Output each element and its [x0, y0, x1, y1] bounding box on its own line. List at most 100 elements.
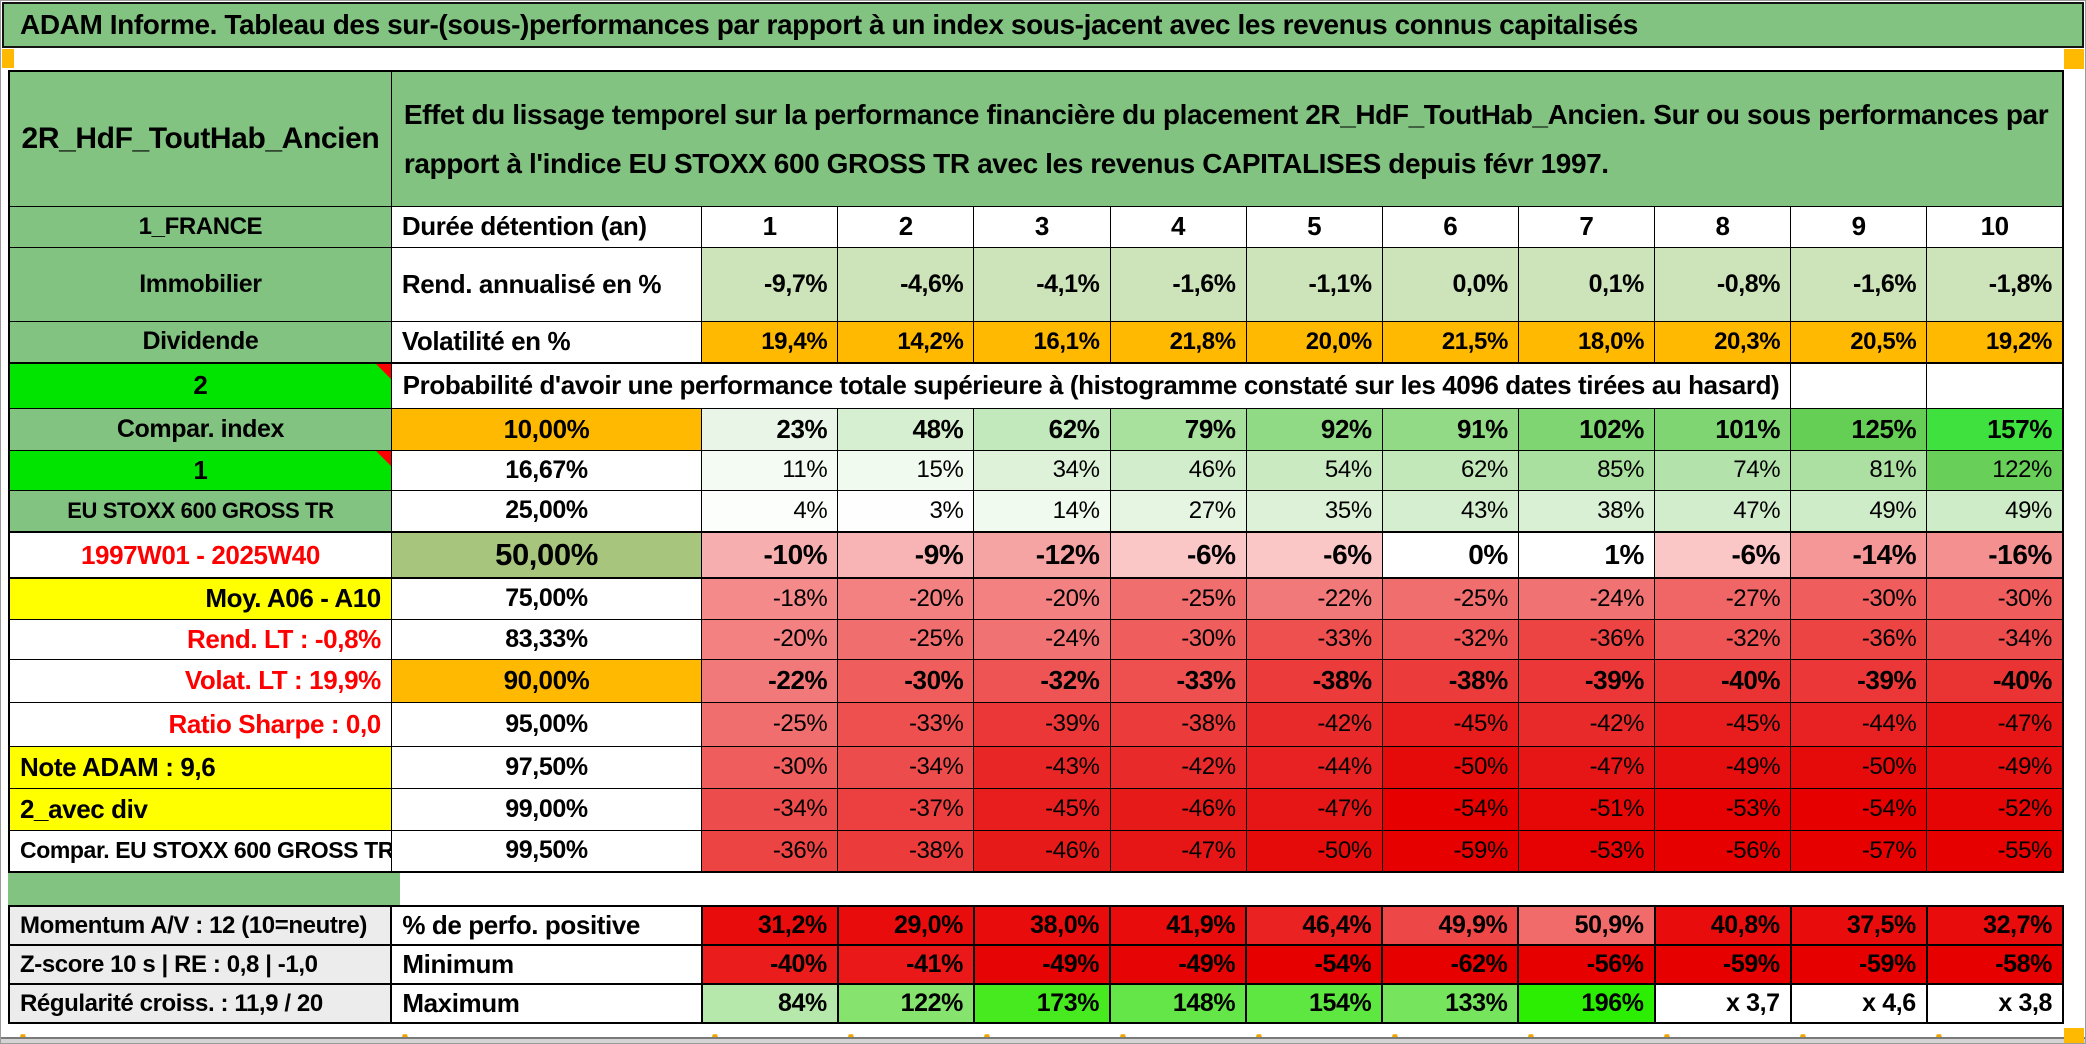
- cell-p75-c10[interactable]: -30%: [1926, 577, 2064, 620]
- cell-minimum-c1[interactable]: -40%: [700, 944, 839, 985]
- cell-perfo_positive-c6[interactable]: 49,9%: [1381, 905, 1520, 946]
- cell-p99-c5[interactable]: -47%: [1245, 787, 1383, 831]
- cell-p25-c7[interactable]: 38%: [1517, 489, 1656, 533]
- cell-p25-c9[interactable]: 49%: [1790, 489, 1928, 533]
- cell-p16_67-c10[interactable]: 122%: [1926, 449, 2064, 491]
- cell-volatilite-c7[interactable]: 18,0%: [1517, 320, 1656, 364]
- cell-p95-c3[interactable]: -39%: [973, 701, 1111, 747]
- cell-p99-c1[interactable]: -34%: [701, 787, 839, 831]
- cell-p16_67-c3[interactable]: 34%: [973, 449, 1111, 491]
- cell-p75-c3[interactable]: -20%: [973, 577, 1111, 620]
- cell-p25-c3[interactable]: 14%: [973, 489, 1111, 533]
- cell-maximum-c6[interactable]: 133%: [1381, 983, 1520, 1024]
- cell-p99-c6[interactable]: -54%: [1381, 787, 1519, 831]
- cell-p90-c1[interactable]: -22%: [701, 658, 839, 703]
- cell-p25-c2[interactable]: 3%: [837, 489, 975, 533]
- cell-p90-c5[interactable]: -38%: [1245, 658, 1383, 703]
- cell-duree-c10[interactable]: 10: [1926, 205, 2064, 248]
- cell-p50-c7[interactable]: 1%: [1517, 531, 1656, 579]
- cell-p25-c10[interactable]: 49%: [1926, 489, 2064, 533]
- cell-maximum-c10[interactable]: x 3,8: [1925, 983, 2065, 1024]
- cell-duree-c5[interactable]: 5: [1245, 205, 1383, 248]
- cell-p99-c3[interactable]: -45%: [973, 787, 1111, 831]
- cell-p75-c6[interactable]: -25%: [1381, 577, 1519, 620]
- cell-p50-c9[interactable]: -14%: [1790, 531, 1928, 579]
- cell-p75-c7[interactable]: -24%: [1517, 577, 1656, 620]
- cell-p50-c1[interactable]: -10%: [701, 531, 839, 579]
- label-maximum[interactable]: Régularité croiss. : 11,9 / 20: [7, 983, 393, 1024]
- cell-minimum-c3[interactable]: -49%: [972, 944, 1112, 985]
- cell-p97_5-c1[interactable]: -30%: [701, 745, 839, 789]
- cell-p10-c10[interactable]: 157%: [1926, 407, 2064, 451]
- cell-p16_67-c9[interactable]: 81%: [1790, 449, 1928, 491]
- cell-minimum-c5[interactable]: -54%: [1245, 944, 1384, 985]
- cell-p99_5-c2[interactable]: -38%: [837, 829, 975, 873]
- cell-volatilite-c1[interactable]: 19,4%: [701, 320, 839, 364]
- cell-p95-c10[interactable]: -47%: [1926, 701, 2064, 747]
- cell-p99_5-c8[interactable]: -56%: [1654, 829, 1792, 873]
- cell-minimum-c10[interactable]: -58%: [1925, 944, 2065, 985]
- cell-p10-c7[interactable]: 102%: [1517, 407, 1656, 451]
- b-p10[interactable]: 10,00%: [390, 407, 703, 451]
- cell-p83_33-c2[interactable]: -25%: [837, 618, 975, 660]
- placement-code-cell[interactable]: 2R_HdF_ToutHab_Ancien: [8, 70, 392, 207]
- cell-p75-c2[interactable]: -20%: [837, 577, 975, 620]
- cell-rend_annualise-c10[interactable]: -1,8%: [1926, 246, 2064, 322]
- cell-p90-c7[interactable]: -39%: [1517, 658, 1656, 703]
- cell-p83_33-c9[interactable]: -36%: [1790, 618, 1928, 660]
- cell-perfo_positive-c4[interactable]: 41,9%: [1109, 905, 1248, 946]
- b-p97_5[interactable]: 97,50%: [390, 745, 703, 789]
- banner-proba[interactable]: Probabilité d'avoir une performance tota…: [390, 362, 1792, 409]
- b-p99_5[interactable]: 99,50%: [390, 829, 703, 873]
- cell-p97_5-c3[interactable]: -43%: [973, 745, 1111, 789]
- cell-p16_67-c2[interactable]: 15%: [837, 449, 975, 491]
- cell-duree-c4[interactable]: 4: [1109, 205, 1247, 248]
- label-p99[interactable]: 2_avec div: [8, 787, 392, 831]
- cell-p75-c5[interactable]: -22%: [1245, 577, 1383, 620]
- cell-minimum-c9[interactable]: -59%: [1789, 944, 1928, 985]
- cell-p25-c4[interactable]: 27%: [1109, 489, 1247, 533]
- b-volatilite[interactable]: Volatilité en %: [390, 320, 703, 364]
- cell-maximum-c1[interactable]: 84%: [700, 983, 839, 1024]
- cell-proba-c9[interactable]: [1790, 362, 1928, 409]
- label-p90[interactable]: Volat. LT : 19,9%: [8, 658, 392, 703]
- cell-p99_5-c9[interactable]: -57%: [1790, 829, 1928, 873]
- b-p16_67[interactable]: 16,67%: [390, 449, 703, 491]
- cell-p97_5-c7[interactable]: -47%: [1517, 745, 1656, 789]
- cell-p83_33-c10[interactable]: -34%: [1926, 618, 2064, 660]
- cell-duree-c9[interactable]: 9: [1790, 205, 1928, 248]
- b-perfo_positive[interactable]: % de perfo. positive: [390, 905, 703, 946]
- label-duree[interactable]: 1_FRANCE: [8, 205, 392, 248]
- cell-volatilite-c8[interactable]: 20,3%: [1654, 320, 1792, 364]
- cell-perfo_positive-c5[interactable]: 46,4%: [1245, 905, 1384, 946]
- cell-p95-c2[interactable]: -33%: [837, 701, 975, 747]
- cell-p16_67-c7[interactable]: 85%: [1517, 449, 1656, 491]
- cell-p83_33-c7[interactable]: -36%: [1517, 618, 1656, 660]
- cell-p97_5-c10[interactable]: -49%: [1926, 745, 2064, 789]
- cell-p10-c3[interactable]: 62%: [973, 407, 1111, 451]
- label-p50[interactable]: 1997W01 - 2025W40: [8, 531, 392, 579]
- cell-maximum-c7[interactable]: 196%: [1517, 983, 1656, 1024]
- cell-p95-c4[interactable]: -38%: [1109, 701, 1247, 747]
- cell-volatilite-c3[interactable]: 16,1%: [973, 320, 1111, 364]
- cell-p99-c7[interactable]: -51%: [1517, 787, 1656, 831]
- cell-p10-c1[interactable]: 23%: [701, 407, 839, 451]
- label-proba[interactable]: 2: [8, 362, 392, 409]
- cell-p97_5-c2[interactable]: -34%: [837, 745, 975, 789]
- label-volatilite[interactable]: Dividende: [8, 320, 392, 364]
- cell-maximum-c3[interactable]: 173%: [972, 983, 1112, 1024]
- cell-p99-c2[interactable]: -37%: [837, 787, 975, 831]
- cell-minimum-c6[interactable]: -62%: [1381, 944, 1520, 985]
- cell-p95-c1[interactable]: -25%: [701, 701, 839, 747]
- cell-p99-c8[interactable]: -53%: [1654, 787, 1792, 831]
- label-rend_annualise[interactable]: Immobilier: [8, 246, 392, 322]
- cell-p25-c6[interactable]: 43%: [1381, 489, 1519, 533]
- cell-maximum-c9[interactable]: x 4,6: [1789, 983, 1928, 1024]
- b-p75[interactable]: 75,00%: [390, 577, 703, 620]
- cell-p99_5-c7[interactable]: -53%: [1517, 829, 1656, 873]
- cell-p90-c2[interactable]: -30%: [837, 658, 975, 703]
- cell-volatilite-c4[interactable]: 21,8%: [1109, 320, 1247, 364]
- cell-rend_annualise-c1[interactable]: -9,7%: [701, 246, 839, 322]
- cell-p50-c3[interactable]: -12%: [973, 531, 1111, 579]
- cell-p99_5-c1[interactable]: -36%: [701, 829, 839, 873]
